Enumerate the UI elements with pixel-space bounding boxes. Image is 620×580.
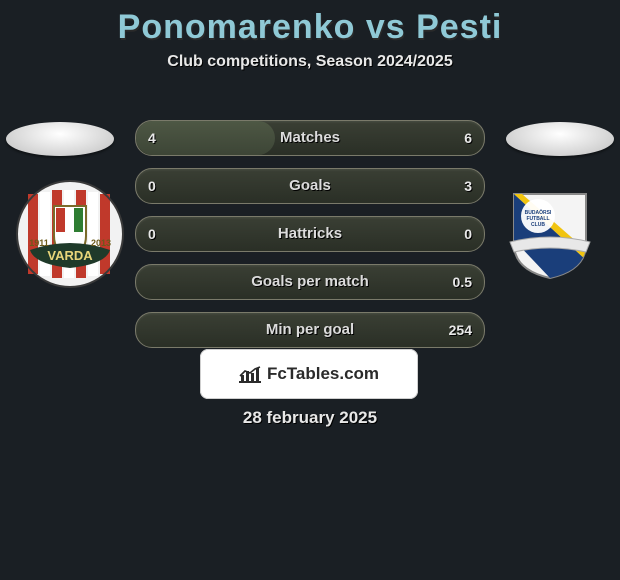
stat-row-min-per-goal: 254Min per goal bbox=[135, 312, 485, 348]
crest-left-banner-text: VARDA bbox=[47, 248, 93, 263]
club-crest-left: VARDA 1911 2013 bbox=[16, 180, 124, 288]
stat-label: Min per goal bbox=[136, 313, 484, 347]
svg-text:1911: 1911 bbox=[29, 238, 49, 248]
page-subtitle: Club competitions, Season 2024/2025 bbox=[0, 53, 620, 71]
stat-label: Goals bbox=[136, 169, 484, 203]
stat-row-hattricks: 00Hattricks bbox=[135, 216, 485, 252]
club-crest-right: BUDAÖRSI FUTBALL CLUB bbox=[496, 180, 604, 288]
svg-text:BUDAÖRSI: BUDAÖRSI bbox=[525, 209, 552, 216]
brand-badge[interactable]: FcTables.com bbox=[200, 349, 418, 399]
date-text: 28 february 2025 bbox=[0, 408, 620, 428]
svg-text:CLUB: CLUB bbox=[531, 222, 545, 228]
svg-text:2013: 2013 bbox=[91, 238, 111, 248]
stat-row-goals: 03Goals bbox=[135, 168, 485, 204]
stats-panel: 46Matches 03Goals 00Hattricks 0.5Goals per … bbox=[135, 120, 485, 360]
stat-label: Goals per match bbox=[136, 265, 484, 299]
stat-label: Hattricks bbox=[136, 217, 484, 251]
player-photo-right bbox=[506, 122, 614, 156]
stat-row-matches: 46Matches bbox=[135, 120, 485, 156]
brand-text: FcTables.com bbox=[267, 364, 379, 384]
stat-row-goals-per-match: 0.5Goals per match bbox=[135, 264, 485, 300]
stat-label: Matches bbox=[136, 121, 484, 155]
player-photo-left bbox=[6, 122, 114, 156]
page-title: Ponomarenko vs Pesti bbox=[0, 0, 620, 47]
chart-icon bbox=[239, 365, 261, 383]
